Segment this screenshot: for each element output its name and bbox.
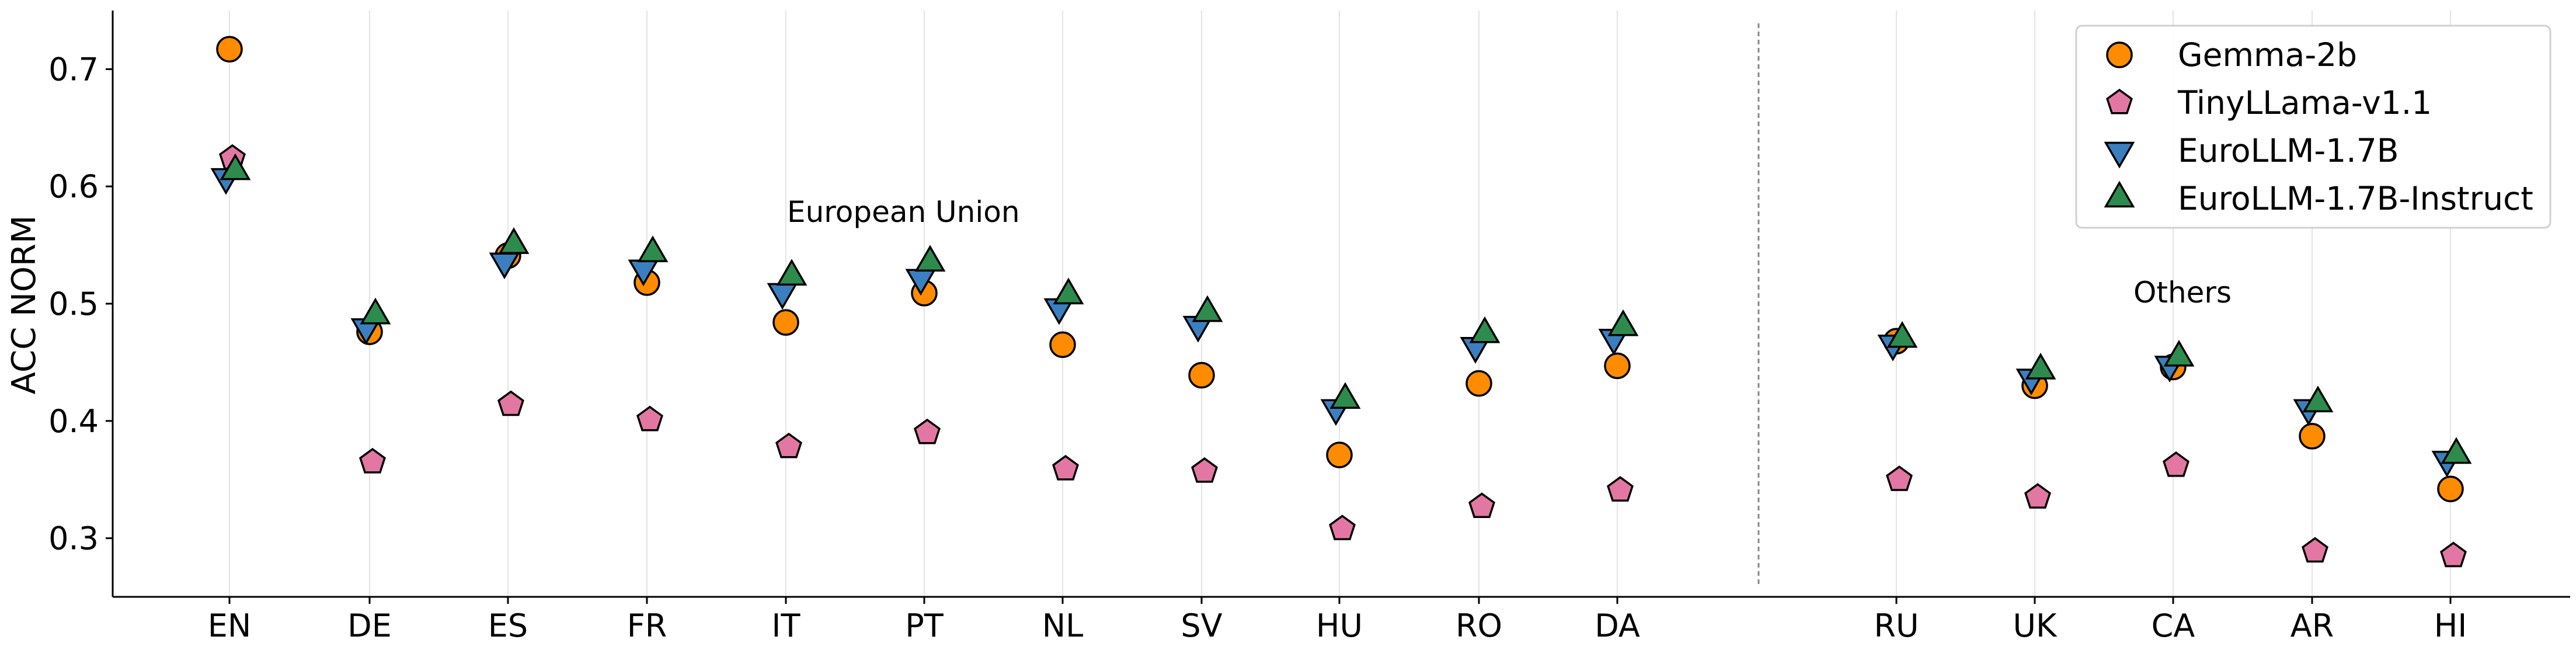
point-tinyllama-v1-1-nl: [1052, 454, 1079, 481]
point-eurollm-1-7b-instruct-nl: [1053, 277, 1084, 305]
x-tick-label-sv: SV: [1181, 607, 1222, 644]
y-tick-label-0.5: 0.5: [48, 286, 99, 322]
point-tinyllama-v1-1-ru: [1886, 465, 1913, 491]
point-eurollm-1-7b-instruct-en: [220, 153, 251, 180]
group-label-others: Others: [2133, 276, 2232, 310]
x-tick-label-ro: RO: [1456, 607, 1502, 644]
point-tinyllama-v1-1-ar: [2302, 537, 2328, 563]
point-eurollm-1-7b-it: [767, 283, 798, 310]
x-tick-label-ar: AR: [2290, 607, 2334, 644]
point-tinyllama-v1-1-de: [359, 447, 386, 474]
x-tick-label-nl: NL: [1042, 607, 1083, 644]
x-tick-label-ru: RU: [1874, 607, 1919, 644]
y-tick-label-0.4: 0.4: [48, 403, 99, 440]
legend-label-eurollm-1-7b: EuroLLM-1.7B: [2178, 132, 2399, 169]
legend-marker-tinyllama-v1-1: [2106, 88, 2133, 114]
y-axis-label: ACC NORM: [5, 215, 43, 395]
point-tinyllama-v1-1-pt: [914, 418, 941, 444]
point-tinyllama-v1-1-ro: [1468, 492, 1495, 518]
x-tick-label-ca: CA: [2152, 607, 2195, 644]
point-eurollm-1-7b-instruct-sv: [1192, 295, 1223, 322]
point-eurollm-1-7b-instruct-de: [360, 297, 391, 325]
point-gemma-2b-hi: [2437, 475, 2464, 503]
point-tinyllama-v1-1-es: [497, 390, 524, 416]
point-tinyllama-v1-1-sv: [1191, 457, 1218, 483]
x-tick-label-pt: PT: [905, 607, 944, 644]
point-gemma-2b-hu: [1326, 442, 1353, 468]
legend-marker-gemma-2b: [2106, 41, 2133, 68]
legend: Gemma-2b TinyLLama-v1.1 EuroLLM-1.7B EuroLL…: [2075, 25, 2551, 229]
x-tick-label-da: DA: [1595, 607, 1640, 644]
point-gemma-2b-sv: [1188, 362, 1215, 389]
point-tinyllama-v1-1-ca: [2163, 451, 2189, 477]
y-tick-label-0.6: 0.6: [48, 168, 99, 205]
point-eurollm-1-7b-instruct-ro: [1469, 316, 1501, 343]
point-tinyllama-v1-1-uk: [2024, 483, 2051, 509]
x-tick-label-hu: HU: [1316, 607, 1363, 644]
point-tinyllama-v1-1-da: [1607, 476, 1634, 502]
point-eurollm-1-7b-instruct-hu: [1329, 382, 1361, 409]
group-label-european-union: European Union: [787, 195, 1020, 229]
point-eurollm-1-7b-instruct-ar: [2302, 385, 2334, 412]
x-tick-label-uk: UK: [2013, 607, 2058, 644]
point-eurollm-1-7b-instruct-ru: [1886, 321, 1918, 348]
point-gemma-2b-ar: [2299, 423, 2326, 450]
point-gemma-2b-da: [1604, 352, 1631, 380]
point-gemma-2b-en: [216, 36, 243, 63]
legend-box: [2075, 25, 2551, 229]
point-gemma-2b-it: [772, 309, 799, 336]
point-gemma-2b-ro: [1465, 370, 1492, 397]
point-eurollm-1-7b-instruct-ca: [2163, 339, 2195, 367]
x-tick-label-fr: FR: [627, 607, 667, 644]
x-tick-label-de: DE: [347, 607, 392, 644]
x-tick-label-it: IT: [772, 607, 801, 644]
point-eurollm-1-7b-instruct-it: [776, 259, 807, 286]
point-tinyllama-v1-1-hu: [1329, 515, 1356, 541]
y-tick-label-0.3: 0.3: [48, 520, 99, 557]
x-tick-label-en: EN: [208, 607, 252, 644]
x-tick-label-hi: HI: [2434, 607, 2467, 644]
point-eurollm-1-7b-instruct-es: [498, 227, 530, 254]
legend-marker-eurollm-1-7b-instruct: [2104, 180, 2135, 208]
axes-layer: EN DE ES FR IT PT NL SV HU RO DA RU UK CA AR HI 0.3 0.4 0.…: [48, 11, 2570, 644]
legend-marker-eurollm-1-7b: [2104, 141, 2135, 169]
legend-label-tinyllama-v1-1: TinyLLama-v1.1: [2177, 84, 2432, 121]
y-tick-label-0.7: 0.7: [48, 51, 99, 88]
point-eurollm-1-7b-instruct-fr: [637, 235, 669, 262]
point-gemma-2b-nl: [1049, 331, 1076, 359]
marks-layer: [210, 36, 2472, 568]
point-eurollm-1-7b-instruct-pt: [914, 245, 946, 272]
legend-label-eurollm-1-7b-instruct: EuroLLM-1.7B-Instruct: [2178, 180, 2533, 217]
point-eurollm-1-7b-instruct-da: [1607, 309, 1639, 336]
legend-label-gemma-2b: Gemma-2b: [2178, 36, 2357, 74]
x-tick-label-es: ES: [488, 607, 528, 644]
point-eurollm-1-7b-instruct-uk: [2025, 353, 2056, 380]
point-tinyllama-v1-1-fr: [636, 405, 663, 432]
point-eurollm-1-7b-instruct-hi: [2441, 437, 2472, 464]
point-tinyllama-v1-1-hi: [2440, 541, 2467, 568]
point-tinyllama-v1-1-it: [775, 432, 802, 458]
